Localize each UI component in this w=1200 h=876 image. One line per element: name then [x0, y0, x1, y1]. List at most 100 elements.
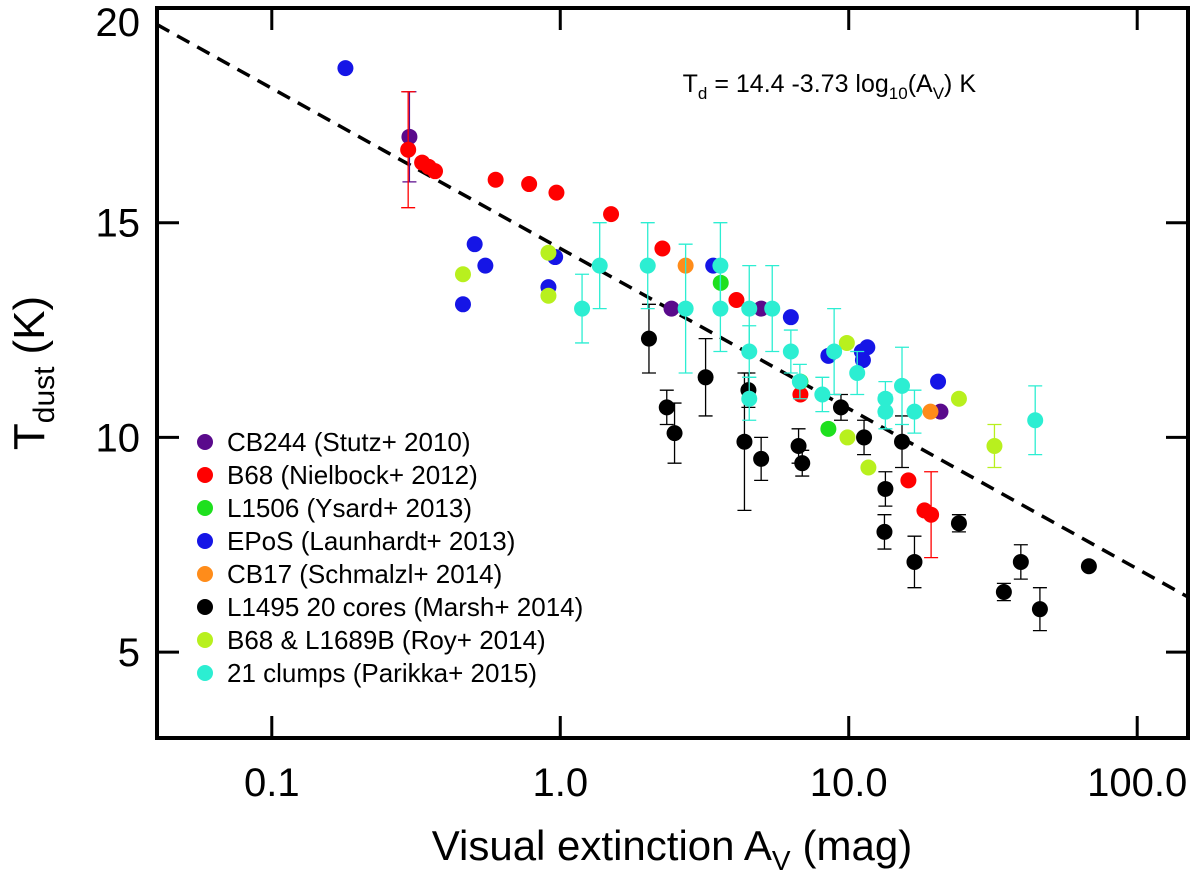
point [603, 206, 620, 223]
legend-label: B68 & L1689B (Roy+ 2014) [227, 625, 546, 655]
point [922, 403, 939, 420]
annotation-part: ) K [944, 70, 976, 98]
point [950, 515, 967, 532]
y-tick-label: 5 [118, 631, 140, 675]
plot-frame [155, 6, 1190, 740]
fit-line [157, 23, 1188, 599]
point [454, 296, 471, 313]
point [741, 390, 758, 407]
point [521, 176, 538, 193]
annotation-part: (A [908, 70, 933, 98]
point [427, 163, 444, 180]
point [838, 334, 855, 351]
point [849, 365, 866, 381]
point [860, 459, 877, 476]
point [930, 373, 947, 390]
point [540, 244, 557, 261]
point [454, 266, 471, 283]
point [876, 523, 893, 540]
y-label-unit: (K) [5, 296, 54, 355]
point [477, 257, 494, 274]
point [591, 257, 608, 274]
point [900, 472, 917, 489]
point [654, 240, 671, 257]
legend-label: EPoS (Launhardt+ 2013) [227, 526, 515, 556]
legend-label: L1506 (Ysard+ 2013) [227, 493, 472, 523]
point [856, 429, 873, 446]
series [400, 91, 940, 559]
point [337, 60, 354, 77]
legend-marker [197, 434, 213, 450]
point [906, 403, 923, 420]
point [986, 438, 1003, 454]
legend-marker [197, 566, 213, 582]
legend-label: 21 clumps (Parikka+ 2015) [227, 658, 537, 688]
series [454, 244, 1003, 476]
legend-label: L1495 20 cores (Marsh+ 2014) [227, 592, 583, 622]
legend-marker [197, 632, 213, 648]
legend-label: CB17 (Schmalzl+ 2014) [227, 559, 502, 589]
point [950, 390, 967, 407]
point [677, 300, 694, 317]
point [782, 309, 799, 326]
point [839, 429, 856, 446]
point [728, 292, 745, 308]
x-tick-label: 10.0 [810, 761, 888, 805]
annotation-sub: 10 [889, 84, 908, 103]
point [794, 455, 811, 472]
point [540, 287, 557, 304]
point [753, 450, 770, 467]
x-tick-label: 1.0 [532, 761, 588, 805]
y-tick-label: 10 [96, 416, 141, 460]
legend-marker [197, 665, 213, 681]
x-axis-label: Visual extinction AV (mag) [432, 822, 912, 876]
point [697, 369, 714, 386]
point [782, 343, 799, 360]
point [859, 339, 876, 356]
x-label-unit: (mag) [803, 822, 913, 869]
annotation-sub: V [933, 84, 945, 103]
point [764, 300, 781, 317]
point [736, 433, 753, 450]
legend-marker [197, 599, 213, 615]
x-tick-label: 100.0 [1087, 761, 1187, 805]
point [894, 433, 911, 450]
point [663, 300, 680, 317]
annotation: Td = 14.4 -3.73 log10(AV) K [683, 70, 977, 103]
point [666, 425, 683, 442]
legend-marker [197, 500, 213, 516]
point [791, 373, 808, 390]
point [814, 386, 831, 403]
legend-label: B68 (Nielbock+ 2012) [227, 460, 478, 490]
y-axis-label: Tdust (K) [5, 296, 61, 450]
point [820, 420, 837, 437]
point [466, 236, 483, 253]
y-tick-label: 20 [96, 1, 141, 45]
x-label-sub: V [772, 845, 791, 876]
point [1012, 553, 1029, 570]
y-tick-label: 15 [96, 202, 141, 246]
point [658, 399, 675, 416]
point [712, 300, 729, 317]
x-tick-label: 0.1 [244, 761, 300, 805]
point [741, 343, 758, 360]
x-label-main: Visual extinction A [432, 822, 772, 869]
legend-marker [197, 467, 213, 483]
legend-label: CB244 (Stutz+ 2010) [227, 427, 471, 457]
point [826, 343, 843, 360]
y-label-main: T [5, 423, 54, 450]
point [753, 300, 770, 317]
series [401, 91, 949, 420]
point [741, 300, 758, 317]
point [877, 403, 894, 420]
point [877, 480, 894, 497]
legend-marker [197, 533, 213, 549]
point [995, 584, 1012, 600]
y-label-sub: dust [28, 366, 61, 423]
annotation-part: = 14.4 -3.73 log [707, 70, 888, 98]
point [894, 377, 911, 394]
series [574, 222, 1044, 456]
point [712, 257, 729, 274]
